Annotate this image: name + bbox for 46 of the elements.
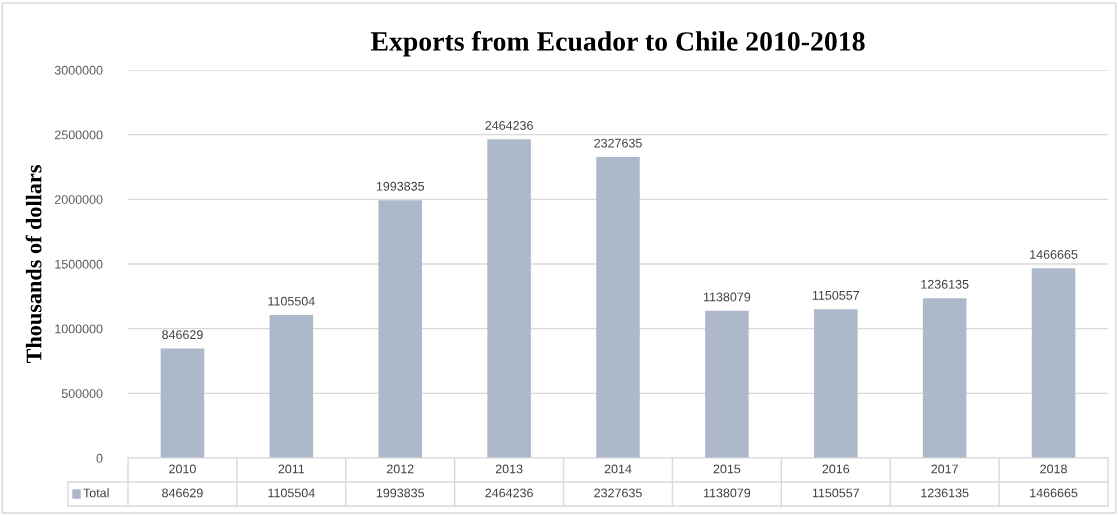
text: 2327635: [594, 138, 642, 148]
y-axis-title: Thousands of dollars: [25, 165, 42, 364]
data-label: 1150557: [812, 488, 860, 498]
x-tick-label: 2018: [1040, 464, 1067, 474]
text: 1993835: [376, 181, 425, 191]
bar: [705, 310, 749, 458]
y-tick-label: 3000000: [54, 65, 103, 75]
y-tick-label: 0: [96, 453, 103, 463]
text: 1138079: [703, 292, 751, 302]
y-tick-label: 500000: [61, 389, 103, 398]
x-tick-label: 2014: [604, 464, 632, 474]
text: 1466665: [1030, 250, 1078, 259]
y-tick-label: 1500000: [55, 259, 103, 269]
y-tick-label: 1000000: [55, 324, 103, 334]
bar: [378, 200, 422, 458]
text: 1236135: [921, 279, 969, 289]
chart-title: Exports from Ecuador to Chile 2010-2018: [370, 31, 865, 57]
y-tick-label: 2500000: [54, 130, 103, 140]
data-label: 846629: [162, 488, 203, 498]
data-label: 1105504: [268, 488, 315, 498]
text: 1105504: [268, 296, 315, 306]
bar: [487, 139, 531, 458]
x-tick-label: 2010: [169, 464, 196, 474]
x-tick-label: 2011: [278, 464, 305, 474]
x-tick-label: 2015: [713, 464, 741, 474]
bar: [1031, 268, 1076, 458]
data-label: 1466665: [1030, 488, 1078, 498]
x-tick-label: 2017: [931, 464, 958, 474]
data-label: 2327635: [594, 488, 642, 498]
bar: [814, 309, 858, 458]
x-tick-label: 2013: [495, 464, 523, 474]
x-tick-label: 2012: [386, 464, 414, 474]
bar: [160, 348, 205, 458]
data-label: 1993835: [376, 488, 425, 498]
data-label: 1236135: [921, 488, 969, 498]
text: 2464236: [485, 121, 533, 130]
bar: [922, 298, 967, 458]
data-label: 2464236: [485, 488, 533, 498]
data-label: 1138079: [703, 488, 751, 498]
y-tick-label: 2000000: [54, 195, 103, 204]
bar: [269, 315, 314, 458]
bar: [596, 156, 640, 458]
x-tick-label: 2016: [822, 464, 850, 474]
legend-label: Total: [83, 488, 109, 498]
text: 1150557: [812, 290, 860, 300]
text: 846629: [162, 330, 203, 340]
